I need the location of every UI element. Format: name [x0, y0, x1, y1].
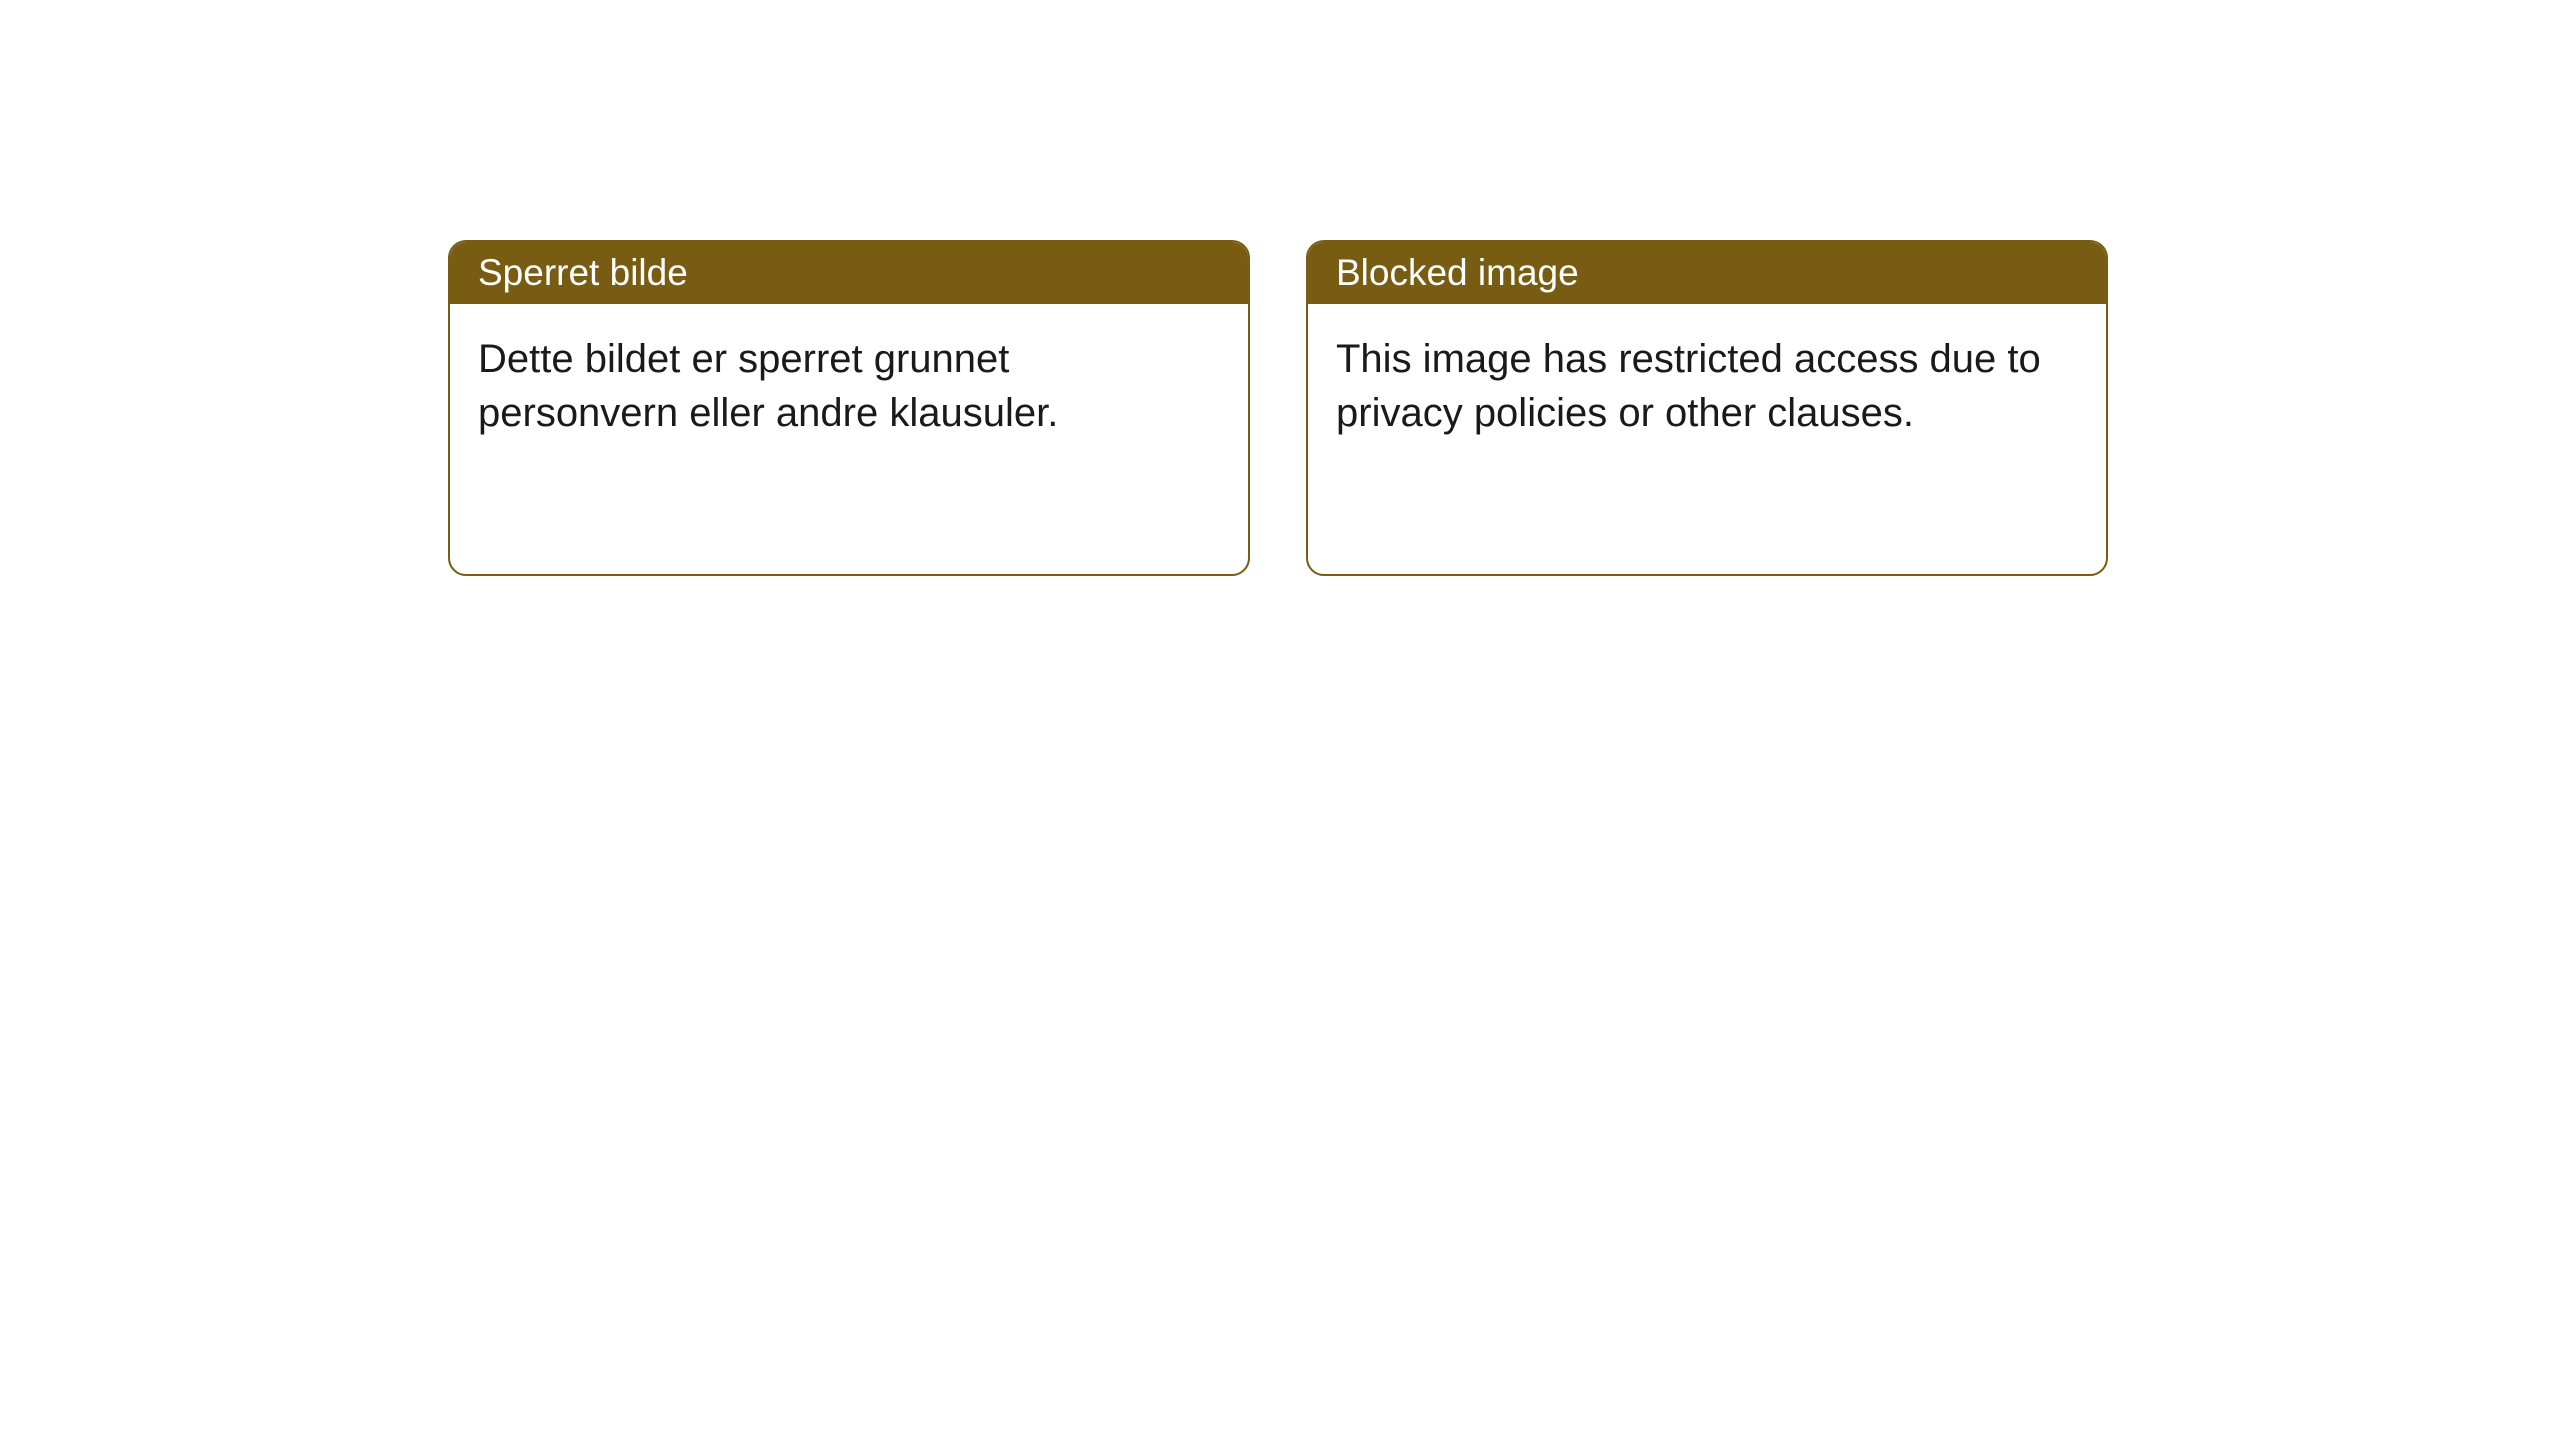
notice-body: This image has restricted access due to …	[1308, 304, 2106, 574]
notice-box-english: Blocked image This image has restricted …	[1306, 240, 2108, 576]
notice-header: Sperret bilde	[450, 242, 1248, 304]
notice-container: Sperret bilde Dette bildet er sperret gr…	[0, 0, 2560, 576]
notice-body: Dette bildet er sperret grunnet personve…	[450, 304, 1248, 574]
notice-title: Sperret bilde	[478, 252, 688, 293]
notice-box-norwegian: Sperret bilde Dette bildet er sperret gr…	[448, 240, 1250, 576]
notice-body-text: This image has restricted access due to …	[1336, 337, 2041, 435]
notice-header: Blocked image	[1308, 242, 2106, 304]
notice-title: Blocked image	[1336, 252, 1579, 293]
notice-body-text: Dette bildet er sperret grunnet personve…	[478, 337, 1058, 435]
